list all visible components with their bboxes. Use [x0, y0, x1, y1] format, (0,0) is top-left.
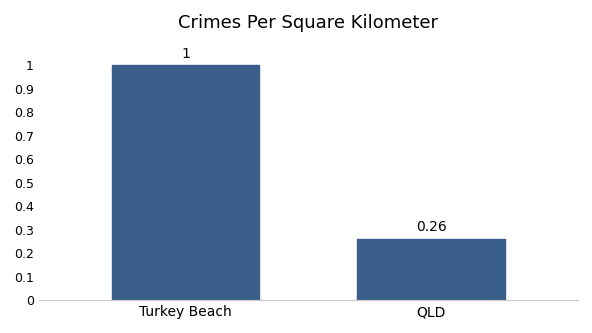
Text: 1: 1	[181, 47, 190, 61]
Bar	[112, 65, 259, 300]
Text: 0.26: 0.26	[416, 220, 446, 234]
Title: Crimes Per Square Kilometer: Crimes Per Square Kilometer	[178, 14, 439, 32]
Bar	[358, 239, 504, 300]
